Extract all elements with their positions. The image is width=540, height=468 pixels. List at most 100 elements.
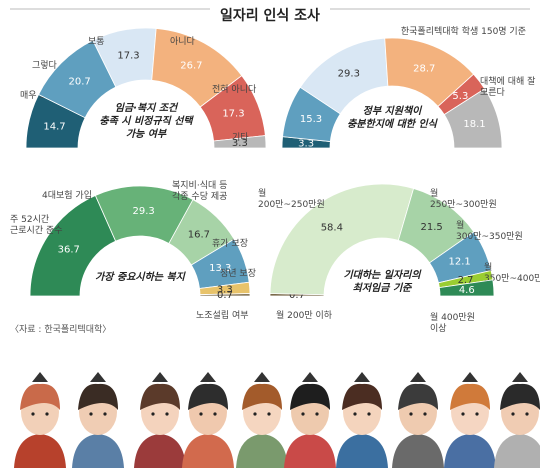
chart4-caption-line2: 최저임금 기준 <box>353 282 413 294</box>
chart1-value-label-5: 17.3 <box>222 109 244 120</box>
chart1-caption-line1: 임금·복지 조건 <box>115 102 179 114</box>
person-8-eye-left <box>409 412 413 416</box>
person-5-hat-icon <box>254 372 270 382</box>
chart2-value-label-6: 18.1 <box>463 119 485 130</box>
person-6-eye-left <box>301 412 305 416</box>
chart3-value-label-3: 16.7 <box>188 230 210 241</box>
person-6-body <box>284 434 336 468</box>
chart2-value-label-3: 29.3 <box>338 69 360 80</box>
person-3-body <box>134 434 186 468</box>
chart3-category-label-3: 복지비·식대 등 각종 수당 제공 <box>172 180 227 202</box>
person-7-eye-right <box>367 412 371 416</box>
chart4-value-label-1: 0.7 <box>289 290 305 301</box>
chart3-slice-6 <box>199 293 251 297</box>
chart4-category-label-2: 월 200만~250만원 <box>258 187 325 210</box>
chart2-value-label-4: 28.7 <box>413 63 435 74</box>
chart1-category-label-5: 전혀 아니다 <box>212 84 257 95</box>
chart3-value-label-4: 13.3 <box>209 263 231 274</box>
chart3-caption: 가장 중요시하는 복지 <box>95 271 187 283</box>
person-5-hair <box>242 383 282 410</box>
chart2-value-label-2: 15.3 <box>300 114 322 125</box>
person-8-hair <box>398 383 438 410</box>
person-10-eye-left <box>511 412 515 416</box>
chart3-caption-line1: 가장 중요시하는 복지 <box>95 271 187 283</box>
person-7-hair <box>342 383 382 410</box>
chart1-caption-line2: 충족 시 비정규직 선택 <box>99 115 194 127</box>
chart2-slice-6 <box>443 88 503 149</box>
chart4-category-label-1: 월 200만 이하 <box>276 309 333 321</box>
chart4-value-label-3: 21.5 <box>421 222 443 233</box>
person-4-eye-right <box>213 412 217 416</box>
person-4-hat-icon <box>200 372 216 382</box>
person-1-body <box>14 434 66 468</box>
chart2-caption: 정부 지원책이 충분한지에 대한 인식 <box>347 105 439 130</box>
person-9-hat-icon <box>462 372 478 382</box>
page-title: 일자리 인식 조사 <box>220 7 320 24</box>
person-6-hair <box>290 383 330 410</box>
person-5-eye-right <box>267 412 271 416</box>
chart3-value-label-1: 36.7 <box>58 245 80 256</box>
chart4-caption: 기대하는 일자리의 최저임금 기준 <box>343 269 422 294</box>
people-illustration <box>0 342 540 468</box>
chart1-caption: 임금·복지 조건 충족 시 비정규직 선택 가능 여부 <box>99 102 194 140</box>
chart1-value-label-3: 17.3 <box>117 51 139 62</box>
chart3-category-label-6: 노조설립 여부 <box>196 309 249 321</box>
chart1-value-label-6: 3.3 <box>232 138 248 149</box>
person-2-hair <box>78 383 118 410</box>
chart1-value-label-1: 14.7 <box>43 121 65 132</box>
chart4-category-label-4: 월 300만~350만원 <box>456 219 523 242</box>
chart4-caption-line1: 기대하는 일자리의 <box>343 269 422 281</box>
chart1-caption-line3: 가능 여부 <box>126 128 167 140</box>
people-group <box>14 372 540 468</box>
chart3-value-label-6: 0.7 <box>217 290 233 301</box>
chart1-category-label-4: 아니다 <box>170 36 196 47</box>
chart4-value-label-2: 58.4 <box>321 222 343 233</box>
person-2-body <box>72 434 124 468</box>
chart1-category-label-6: 기타 <box>232 132 249 143</box>
source-note: 〈자료 : 한국폴리텍대학〉 <box>10 324 111 335</box>
chart4-category-label-6: 월 400만원 이상 <box>430 311 475 334</box>
person-10-eye-right <box>525 412 529 416</box>
person-10-hat-icon <box>512 372 528 382</box>
chart4-value-label-6: 4.6 <box>459 285 475 296</box>
chart3-value-label-2: 29.3 <box>132 206 154 217</box>
person-7-body <box>336 434 388 468</box>
person-1-eye-left <box>31 412 35 416</box>
chart2-value-label-1: 3.3 <box>298 139 314 150</box>
subtitle: 한국폴리텍대학 학생 150명 기준 <box>401 26 526 37</box>
person-2-hat-icon <box>90 372 106 382</box>
person-7-eye-left <box>353 412 357 416</box>
person-5-eye-left <box>253 412 257 416</box>
chart1-category-label-2: 그렇다 <box>32 60 58 71</box>
chart2-caption-line1: 정부 지원책이 <box>363 105 423 117</box>
chart3-category-label-1: 주 52시간 근로시간 준수 <box>10 214 63 236</box>
person-8-hat-icon <box>410 372 426 382</box>
chart4-category-label-3: 월 250만~300만원 <box>430 187 497 210</box>
chart3-category-label-5: 정년 보장 <box>220 268 256 279</box>
chart4-value-label-4: 12.1 <box>449 256 471 267</box>
person-2-eye-left <box>89 412 93 416</box>
person-8-eye-right <box>423 412 427 416</box>
chart3-value-label-5: 3.3 <box>217 285 233 296</box>
person-1-hat-icon <box>32 372 48 382</box>
person-9-hair <box>450 383 490 410</box>
chart4-slice-6 <box>438 279 495 297</box>
chart1-slice-6 <box>213 135 267 149</box>
chart3-category-label-2: 4대보험 가입 <box>42 189 92 201</box>
person-3-hair <box>140 383 180 410</box>
person-6-eye-right <box>315 412 319 416</box>
chart1-value-label-2: 20.7 <box>69 76 91 87</box>
chart3-category-label-4: 휴가 보장 <box>212 238 248 249</box>
person-10-hair <box>500 383 540 410</box>
chart4-value-label-5: 2.7 <box>458 275 474 286</box>
person-3-eye-right <box>165 412 169 416</box>
person-4-hair <box>188 383 228 410</box>
person-4-body <box>182 434 234 468</box>
person-7-hat-icon <box>354 372 370 382</box>
person-4-eye-left <box>199 412 203 416</box>
chart2-category-label-6: 대책에 대해 잘 모른다 <box>480 75 535 98</box>
person-3-hat-icon <box>152 372 168 382</box>
chart1-category-label-3: 보통 <box>88 36 105 47</box>
